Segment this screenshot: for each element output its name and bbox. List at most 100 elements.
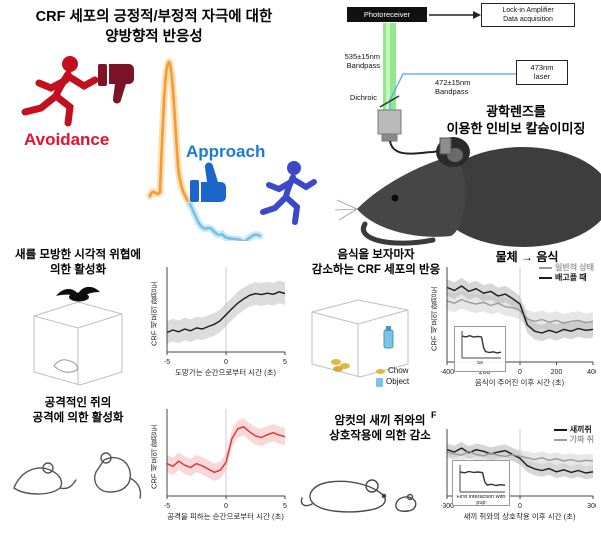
legend-line-normal [538,266,552,270]
bird-threat-box-illustration [33,286,123,386]
legend-label-pup: 새끼쥐 [569,425,592,434]
chow-marker-icon [376,368,385,374]
svg-text:200: 200 [551,369,563,376]
pup-caption-line2: 상호작용에 의한 감소 [329,429,431,442]
green-bandpass-line1: 535±15nm [344,52,380,61]
bird-threat-plot: -5 0 5 [161,264,288,366]
pup-chart-legend: 새끼쥐 가짜 쥐 [551,424,596,446]
legend-row-fake: 가짜 쥐 [553,435,594,445]
blue-bandpass-label: 472±15nm Bandpass [435,78,495,96]
svg-text:0: 0 [224,503,228,510]
photometry-panel: Photoreceiver Lock-in Amplifier Data acq… [333,0,601,250]
approach-label: Approach [186,142,266,161]
calcium-trace-art [146,57,264,241]
food-inset-label: 5s [477,361,483,366]
svg-text:-200: -200 [476,369,490,376]
blue-bandpass-line2: Bandpass [435,87,469,96]
food-inset-plot [456,328,504,361]
svg-text:400: 400 [587,369,596,376]
pup-plot: -300 0 300 [440,426,599,510]
object-marker-icon [376,377,383,387]
attack-chart-y-axis-label: CRF 세포의 활성도 [149,424,159,490]
caption-line2: 이용한 인비보 칼슘이미징 [446,120,586,136]
avoidance-label: Avoidance [24,130,110,149]
food-chart-x-axis-label: 음식이 주어진 이후 시간 (초) [474,378,565,387]
svg-text:5: 5 [283,503,287,510]
pup-caption-line1: 암컷의 새끼 쥐와의 [334,415,426,427]
food-chart-title: 물체 → 음식 [495,250,559,264]
thumbs-up-icon [190,162,226,202]
pup-interaction-illustration [300,479,417,513]
pup-chart-inset: First interaction with pup [452,460,510,506]
attack-chart: CRF 세포의 활성도 -5 0 5 공격을 피하는 순간으로부터 시간 (초) [148,404,290,536]
legend-label-normal: 일반적 상태 [554,263,594,272]
legend-line-fake [553,438,567,442]
legend-row-hungry: 배고플 때 [538,273,594,283]
attack-caption: 공격적인 쥐의 공격에 의한 활성화 [8,396,148,426]
svg-text:0: 0 [224,359,228,366]
svg-text:-5: -5 [164,359,170,366]
svg-text:0: 0 [518,503,522,510]
food-plot: -400 -200 0 200 400 [440,264,599,376]
object-legend-row: Object [376,377,409,388]
calcium-imaging-caption: 광학렌즈를 이용한 인비보 칼슘이미징 [433,104,599,138]
attack-caption-line2: 공격에 의한 활성화 [32,411,124,424]
food-chart: CRF 세포의 활성도 -400 -200 0 200 400 일반적 상태 배고플 때… [428,262,599,402]
bird-caption-line2: 의한 활성화 [49,263,107,276]
svg-text:-300: -300 [441,503,454,510]
pup-inset-plot [454,462,508,495]
laser-line1: 473nm [530,63,554,72]
laser-line2: laser [533,72,551,82]
legend-line-hungry [538,276,552,280]
lockin-amplifier-box: Lock-in Amplifier Data acquisition [481,3,575,28]
svg-text:-400: -400 [441,369,454,376]
bird-caption-line1: 새를 모방한 시각적 위협에 [15,249,141,261]
food-chart-legend: 일반적 상태 배고플 때 [536,262,596,284]
svg-text:-5: -5 [164,503,170,510]
object-legend-label: Object [386,376,410,386]
food-caption-line1: 음식을 보자마자 [337,249,415,261]
svg-text:0: 0 [518,369,522,376]
caption-line1: 광학렌즈를 [486,104,546,119]
photoreceiver-box: Photoreceiver [347,7,427,22]
attack-caption-line1: 공격적인 쥐의 [44,397,112,409]
bird-threat-caption: 새를 모방한 시각적 위협에 의한 활성화 [8,248,148,278]
attack-plot: -5 0 5 [161,406,288,510]
dichroic-label: Dichroic [349,93,377,102]
figure-title-line1: CRF 세포의 긍정적/부정적 자극에 대한 [35,9,273,25]
running-person-blue-icon [260,161,317,225]
legend-label-fake: 가짜 쥐 [569,435,594,444]
bird-threat-chart: CRF 세포의 활성도 -5 0 5 도망가는 순간으로부터 시간 (초) [148,262,290,392]
food-caption: 음식을 보자마자 감소하는 CRF 세포의 반응 [296,248,456,278]
food-chart-inset: 5s [454,326,506,372]
green-bandpass-label: 535±15nm Bandpass [333,52,380,70]
green-bandpass-line2: Bandpass [346,61,380,70]
photometry-diagram-art [334,11,601,247]
food-box-illustration [311,299,409,378]
thumbs-down-icon [98,64,134,104]
running-person-red-icon [21,56,99,127]
pup-chart: -300 0 300 새끼쥐 가짜 쥐 First interaction with… [428,424,599,536]
laser-box: 473nm laser [516,60,568,85]
figure-title: CRF 세포의 긍정적/부정적 자극에 대한 양방향적 반응성 [8,8,300,47]
legend-line-pup [553,428,567,432]
lockin-line1: Lock-in Amplifier [502,7,554,14]
legend-label-hungry: 배고플 때 [554,273,587,282]
pup-inset-label: First interaction with pup [456,495,506,505]
food-chart-y-axis-label: CRF 세포의 활성도 [429,286,439,352]
chow-legend-label: Chow [388,366,409,375]
bird-chart-x-axis-label: 도망가는 순간으로부터 시간 (초) [175,368,276,377]
pup-caption: 암컷의 새끼 쥐와의 상호작용에 의한 감소 [300,414,460,444]
chow-legend-row: Chow [376,366,409,377]
panel-letter-f: F [431,410,437,420]
legend-row-normal: 일반적 상태 [538,263,594,273]
pup-chart-x-axis-label: 새끼 쥐와의 상호작용 이후 시간 (초) [463,512,576,521]
legend-row-pup: 새끼쥐 [553,425,594,435]
svg-text:5: 5 [283,359,287,366]
aggressive-rats-illustration [13,452,142,499]
svg-text:300: 300 [587,503,596,510]
blue-bandpass-line1: 472±15nm [435,78,471,87]
arena-legend: Chow Object [376,366,409,388]
attack-chart-x-axis-label: 공격을 피하는 순간으로부터 시간 (초) [167,512,284,521]
